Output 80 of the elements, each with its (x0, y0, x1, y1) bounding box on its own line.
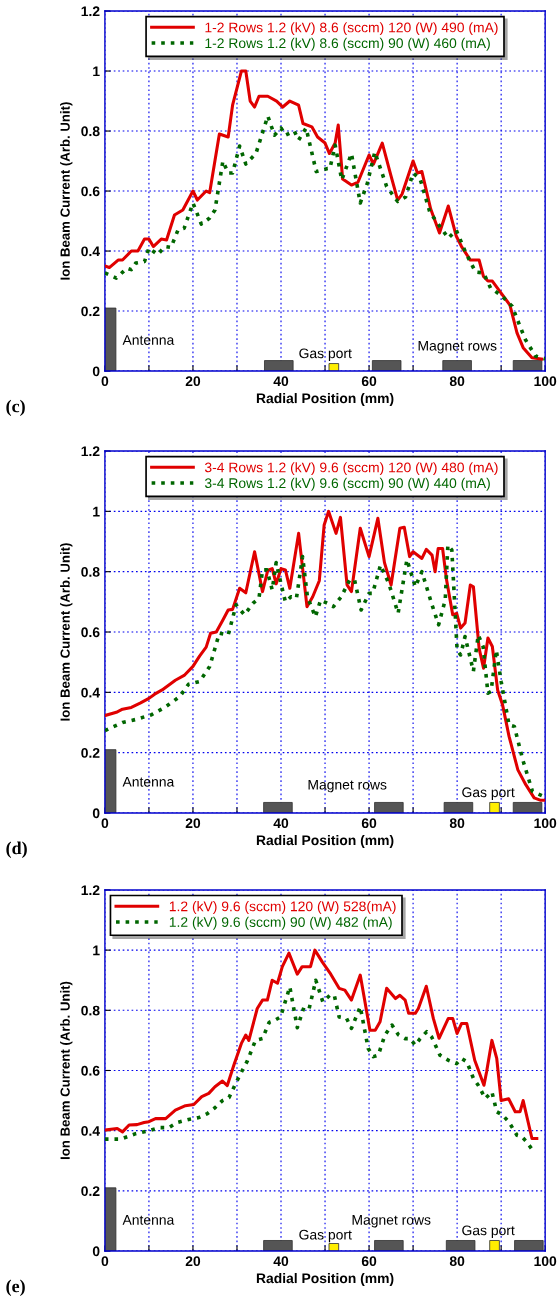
y-tick-label: 1.2 (81, 6, 100, 17)
x-axis-title: Radial Position (mm) (256, 1273, 394, 1286)
x-tick-label: 40 (273, 818, 289, 829)
annotation: Antenna (122, 1215, 175, 1225)
y-tick-label: 0.6 (81, 186, 100, 197)
bar (264, 360, 294, 372)
text: (c) (6, 399, 25, 416)
y-tick-label: 1.2 (81, 446, 100, 457)
y-tick-label: 0.4 (81, 246, 100, 257)
x-tick-label: 60 (361, 818, 377, 829)
text: (e) (6, 1279, 25, 1296)
x-tick-label: 20 (185, 376, 201, 387)
annotation: Magnet rows (418, 340, 497, 354)
y-tick-label: 0.4 (81, 1126, 100, 1136)
y-tick-label: 0.2 (81, 1186, 100, 1197)
annotation: Magnet rows (352, 1215, 431, 1228)
annotation: Gas port (462, 1225, 515, 1238)
annotation: Magnet rows (308, 779, 387, 793)
x-tick-label: 100 (534, 818, 557, 829)
y-tick-label: 1 (93, 945, 100, 956)
x-tick-label: 80 (449, 818, 465, 829)
bar (263, 1240, 293, 1252)
bar (104, 1187, 117, 1252)
y-axis-title: Ion Beam Current (Arb. Unit) (60, 102, 73, 280)
annotation: Gas port (462, 787, 515, 800)
y-tick-label: 0.4 (81, 687, 100, 698)
y-tick-label: 0.8 (81, 126, 100, 137)
y-tick-label: 0.6 (81, 1065, 100, 1076)
y-tick-label: 0 (92, 1246, 100, 1257)
y-tick-label: 1.2 (81, 885, 100, 895)
x-tick-label: 100 (534, 376, 557, 387)
x-tick-label: 0 (101, 1256, 109, 1267)
annotation: Antenna (122, 335, 175, 345)
annotation: Antenna (122, 777, 175, 787)
y-tick-label: 0 (92, 366, 100, 377)
line-series (104, 948, 539, 1141)
text: (d) (6, 841, 27, 858)
x-tick-label: 40 (273, 376, 289, 387)
legend-label: 1.2 (kV) 9.6 (sccm) 90 (W) 482 (mA) (169, 916, 392, 930)
bar (374, 1240, 404, 1252)
y-tick-label: 1 (93, 506, 100, 517)
bar (512, 360, 543, 372)
x-axis-title: Radial Position (mm) (256, 834, 394, 848)
x-tick-label: 20 (185, 818, 201, 829)
x-tick-label: 0 (101, 818, 109, 829)
x-tick-label: 80 (449, 1256, 465, 1267)
bar (328, 363, 340, 372)
bar (489, 1240, 500, 1252)
x-tick-label: 60 (361, 1256, 377, 1267)
y-tick-label: 0.6 (81, 627, 100, 638)
legend-label: 1-2 Rows 1.2 (kV) 8.6 (sccm) 120 (W) 490 (mA) (205, 22, 498, 36)
x-tick-label: 60 (361, 376, 377, 387)
line-series (104, 69, 544, 361)
bar (104, 307, 117, 372)
y-tick-label: 0 (92, 808, 100, 819)
annotation: Gas port (299, 1229, 352, 1243)
y-axis-title: Ion Beam Current (Arb. Unit) (60, 543, 73, 721)
y-tick-label: 0.2 (81, 306, 100, 317)
x-tick-label: 40 (273, 1256, 289, 1267)
y-tick-label: 0.8 (81, 567, 100, 577)
annotation: Gas port (299, 348, 352, 361)
bar (328, 1243, 340, 1252)
y-tick-label: 0.8 (81, 1005, 100, 1016)
legend-label: 1.2 (kV) 9.6 (sccm) 120 (W) 528(mA) (169, 901, 396, 914)
bar (514, 1240, 544, 1252)
line-series (104, 114, 546, 361)
x-tick-label: 80 (449, 376, 465, 387)
x-axis-title: Radial Position (mm) (256, 393, 394, 406)
legend-label: 1-2 Rows 1.2 (kV) 8.6 (sccm) 90 (W) 460 (mA) (205, 37, 490, 51)
y-tick-label: 1 (93, 66, 100, 77)
legend-label: 3-4 Rows 1.2 (kV) 9.6 (sccm) 90 (W) 440 (mA) (204, 477, 490, 491)
x-tick-label: 0 (101, 376, 109, 387)
y-tick-label: 0.2 (81, 748, 100, 758)
x-tick-label: 20 (185, 1256, 201, 1267)
y-axis-title: Ion Beam Current (Arb. Unit) (60, 981, 73, 1160)
bar (442, 360, 472, 372)
bar (371, 360, 402, 372)
x-tick-label: 100 (534, 1256, 557, 1267)
bar (445, 1240, 476, 1252)
legend-label: 3-4 Rows 1.2 (kV) 9.6 (sccm) 120 (W) 480 (mA) (204, 462, 498, 476)
